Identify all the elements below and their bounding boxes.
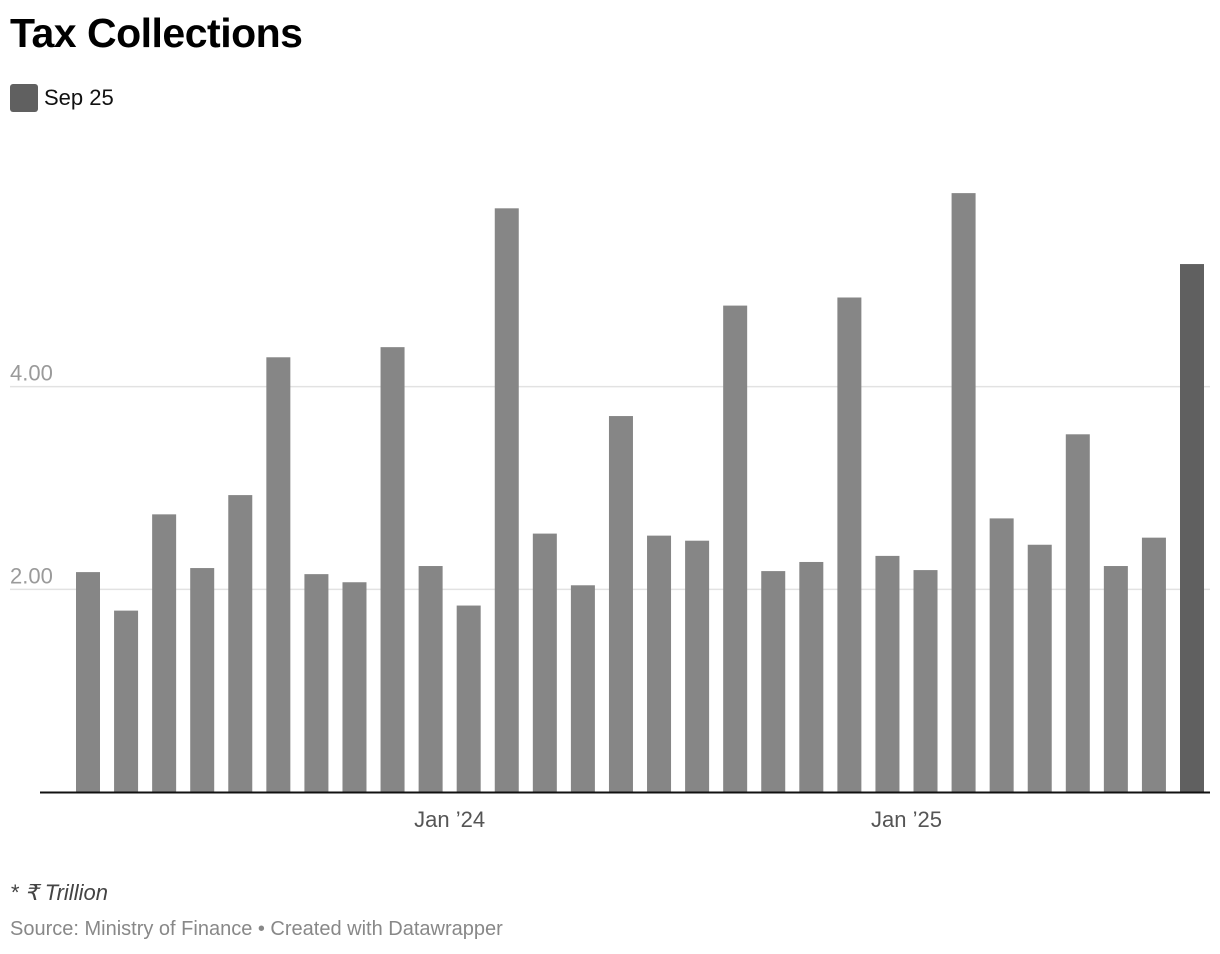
bar (76, 572, 100, 792)
chart-legend: Sep 25 (10, 84, 114, 112)
bar (228, 495, 253, 792)
bar (989, 518, 1014, 792)
chart-title: Tax Collections (10, 10, 303, 56)
bar (190, 568, 215, 792)
bar (114, 610, 139, 792)
bar (418, 566, 443, 792)
y-tick-label: 4.00 (10, 361, 53, 386)
bar (1180, 264, 1204, 792)
bar (761, 571, 786, 792)
bar-chart: 2.00 4.00 Jan ’24 Jan ’25 (10, 193, 1210, 832)
bar (1141, 537, 1166, 792)
source-line: Source: Ministry of Finance • Created wi… (10, 918, 503, 940)
x-tick-label: Jan ’24 (414, 807, 485, 832)
bar (685, 540, 710, 792)
bar (342, 582, 367, 792)
bar (380, 347, 405, 792)
bar (723, 305, 748, 792)
bar (1027, 544, 1052, 792)
bar (266, 357, 291, 792)
bar (951, 193, 976, 792)
bar (608, 416, 633, 792)
unit-note: * ₹ Trillion (10, 880, 108, 905)
legend-label: Sep 25 (44, 85, 114, 110)
x-tick-label: Jan ’25 (871, 807, 942, 832)
bar (875, 555, 900, 792)
bar (570, 585, 595, 792)
x-axis-ticks: Jan ’24 Jan ’25 (414, 807, 942, 832)
bar (837, 297, 862, 792)
y-axis-ticks: 2.00 4.00 (10, 361, 53, 589)
bar (456, 605, 481, 792)
bar (1103, 566, 1128, 792)
bar (1065, 434, 1090, 792)
bar (494, 208, 519, 792)
bar (304, 574, 329, 792)
bars (40, 193, 1210, 794)
bar (647, 535, 672, 792)
bar (532, 533, 557, 792)
y-tick-label: 2.00 (10, 563, 53, 588)
bar (799, 561, 824, 792)
bar (913, 570, 938, 792)
legend-swatch (10, 84, 38, 112)
bar (152, 514, 177, 792)
